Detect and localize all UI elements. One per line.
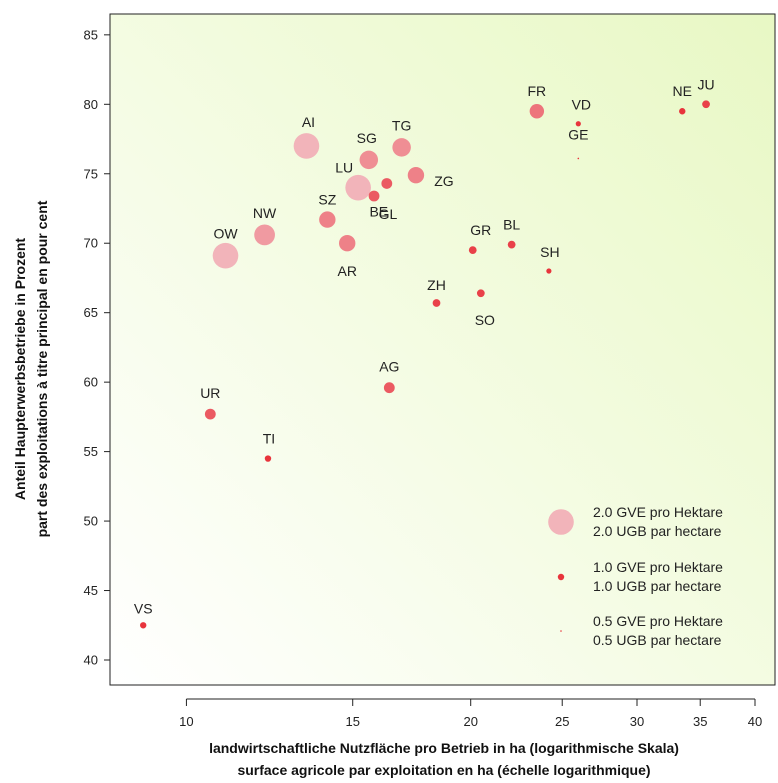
point-label-ge: GE xyxy=(568,126,588,142)
y-tick-label: 50 xyxy=(84,514,98,529)
point-gl xyxy=(368,190,380,202)
legend-label-line2: 2.0 UGB par hectare xyxy=(593,523,722,539)
point-label-gr: GR xyxy=(470,222,491,238)
x-axis-title-line1: landwirtschaftliche Nutzfläche pro Betri… xyxy=(209,740,679,756)
legend-label-line1: 2.0 GVE pro Hektare xyxy=(593,504,723,520)
legend-marker xyxy=(560,630,562,632)
point-ne xyxy=(679,108,686,115)
x-axis-title-line2: surface agricole par exploitation en ha … xyxy=(237,762,650,778)
y-tick-label: 70 xyxy=(84,236,98,251)
point-vd xyxy=(575,121,581,127)
point-ag xyxy=(383,382,395,394)
point-label-sg: SG xyxy=(357,130,377,146)
legend-label-line2: 0.5 UGB par hectare xyxy=(593,632,722,648)
point-label-ju: JU xyxy=(697,76,714,92)
x-tick-label: 25 xyxy=(555,714,569,729)
point-ge xyxy=(577,157,580,160)
point-label-sh: SH xyxy=(540,244,559,260)
point-label-so: SO xyxy=(475,312,495,328)
point-label-ur: UR xyxy=(200,385,220,401)
point-label-sz: SZ xyxy=(318,192,336,208)
legend-label-line1: 1.0 GVE pro Hektare xyxy=(593,559,723,575)
y-tick-label: 40 xyxy=(84,652,98,667)
legend-label-line2: 1.0 UGB par hectare xyxy=(593,578,722,594)
point-label-ai: AI xyxy=(302,114,315,130)
x-tick-label: 20 xyxy=(463,714,477,729)
point-label-fr: FR xyxy=(528,83,547,99)
legend-marker xyxy=(557,573,565,581)
y-tick-label: 75 xyxy=(84,166,98,181)
point-bl xyxy=(507,240,516,249)
point-label-tg: TG xyxy=(392,117,411,133)
legend: 2.0 GVE pro Hektare 2.0 UGB par hectare 1.… xyxy=(548,504,723,648)
point-label-ar: AR xyxy=(337,263,356,279)
point-label-nw: NW xyxy=(253,205,277,221)
point-gr xyxy=(468,246,477,255)
point-ti xyxy=(264,455,272,462)
x-tick-label: 35 xyxy=(693,714,707,729)
plot-background xyxy=(109,13,776,686)
x-axis: 10 15 20 25 30 35 40 xyxy=(179,698,762,729)
point-sz xyxy=(319,211,336,228)
point-fr xyxy=(529,104,545,119)
y-axis-title-line2: part des exploitations à titre principal… xyxy=(34,200,50,537)
y-axis-title-line1: Anteil Haupterwerbsbetriebe in Prozent xyxy=(12,238,28,500)
point-label-zg: ZG xyxy=(434,173,453,189)
point-ai xyxy=(293,133,320,159)
point-label-vd: VD xyxy=(572,97,591,113)
point-label-ti: TI xyxy=(263,431,275,447)
y-tick-label: 65 xyxy=(84,305,98,320)
x-tick-label: 30 xyxy=(630,714,644,729)
point-lu xyxy=(345,174,371,201)
x-tick-label: 10 xyxy=(179,714,193,729)
point-label-bl: BL xyxy=(503,217,520,233)
point-nw xyxy=(254,224,275,246)
point-label-ne: NE xyxy=(673,83,692,99)
y-tick-label: 85 xyxy=(84,27,98,42)
point-ar xyxy=(339,235,356,252)
y-axis: 40 45 50 55 60 65 70 75 80 85 xyxy=(84,27,110,667)
point-label-ag: AG xyxy=(379,359,399,375)
point-label-vs: VS xyxy=(134,600,153,616)
point-label-gl: GL xyxy=(379,206,398,222)
x-tick-label: 40 xyxy=(748,714,762,729)
point-label-be: BE xyxy=(369,203,388,219)
point-be xyxy=(381,178,393,189)
legend-marker xyxy=(548,509,574,535)
legend-label-line1: 0.5 GVE pro Hektare xyxy=(593,613,723,629)
point-zg xyxy=(407,166,425,184)
y-tick-label: 55 xyxy=(84,444,98,459)
y-tick-label: 80 xyxy=(84,97,98,112)
x-tick-label: 15 xyxy=(345,714,359,729)
point-ur xyxy=(204,408,216,420)
point-so xyxy=(476,289,485,298)
point-vs xyxy=(140,622,147,629)
point-zh xyxy=(432,299,441,307)
y-tick-label: 60 xyxy=(84,375,98,390)
y-tick-label: 45 xyxy=(84,583,98,598)
point-ju xyxy=(702,100,710,109)
point-label-lu: LU xyxy=(335,160,353,176)
point-sh xyxy=(546,268,552,274)
data-points xyxy=(140,100,710,629)
point-label-zh: ZH xyxy=(427,277,446,293)
point-tg xyxy=(392,138,411,157)
point-label-ow: OW xyxy=(213,226,238,242)
point-ow xyxy=(212,242,239,269)
point-sg xyxy=(359,150,379,170)
